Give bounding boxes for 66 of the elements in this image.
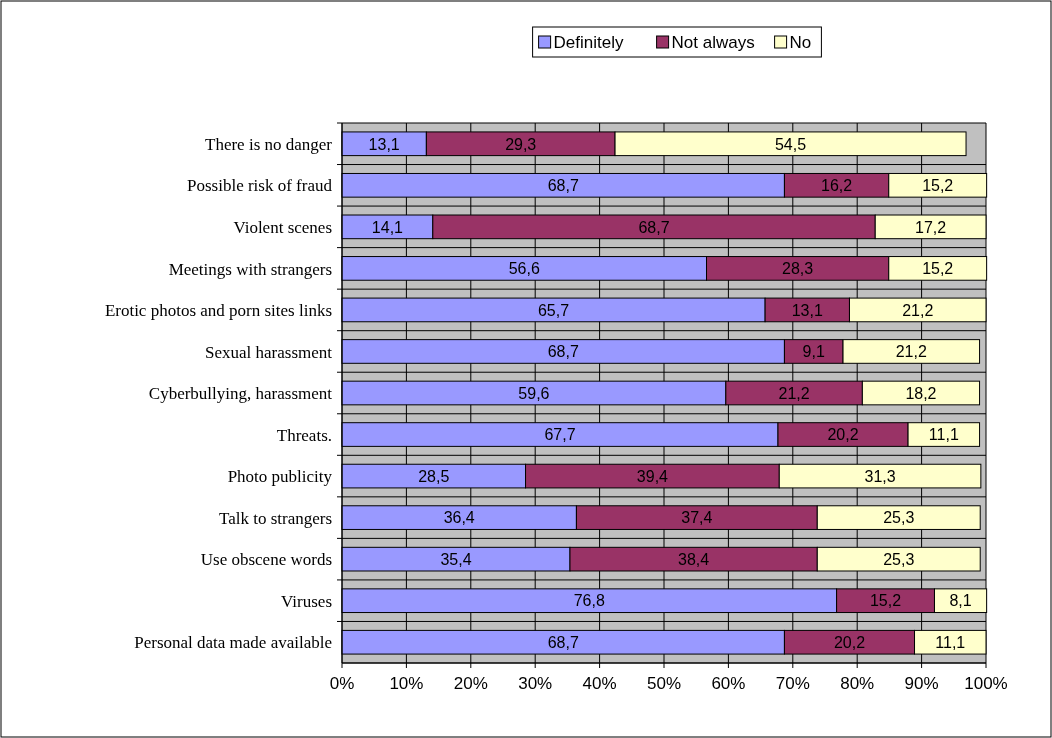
data-label: 68,7 (547, 177, 579, 195)
data-label: 13,1 (368, 135, 400, 153)
data-label: 37,4 (681, 509, 713, 527)
data-label: 11,1 (935, 633, 966, 651)
data-label: 9,1 (802, 343, 825, 361)
data-label: 21,2 (902, 301, 934, 319)
data-label: 59,6 (518, 384, 550, 402)
data-label: 35,4 (440, 550, 472, 568)
legend-label: Not always (671, 33, 755, 52)
y-tick-label: Sexual harassment (205, 342, 333, 362)
data-label: 76,8 (573, 592, 605, 610)
y-tick-label: Erotic photos and porn sites links (104, 301, 332, 321)
data-label: 54,5 (774, 135, 807, 153)
x-tick-label: 10% (389, 674, 424, 693)
y-tick-label: Threats. (276, 425, 332, 445)
data-label: 18,2 (905, 384, 937, 402)
data-label: 39,4 (636, 467, 669, 485)
x-tick-label: 0% (329, 674, 355, 693)
data-label: 25,3 (883, 550, 915, 568)
data-label: 20,2 (833, 633, 866, 651)
y-tick-label: Meetings with strangers (168, 259, 332, 279)
x-tick-label: 70% (775, 674, 810, 693)
data-label: 28,5 (418, 467, 450, 485)
data-label: 13,1 (791, 301, 823, 319)
data-label: 67,7 (544, 426, 576, 444)
data-label: 68,7 (547, 343, 579, 361)
data-label: 20,2 (827, 426, 859, 444)
data-label: 16,2 (821, 177, 853, 195)
data-label: 29,3 (505, 135, 537, 153)
x-tick-label: 50% (646, 674, 682, 693)
y-tick-label: Use obscene words (200, 550, 332, 570)
data-label: 15,2 (922, 177, 954, 195)
x-tick-label: 90% (904, 674, 939, 693)
x-tick-label: 30% (518, 674, 553, 693)
y-tick-label: Viruses (281, 591, 332, 611)
data-label: 36,4 (443, 509, 475, 527)
data-label: 11,1 (928, 426, 959, 444)
data-label: 68,7 (547, 633, 579, 651)
y-tick-label: Cyberbullying, harassment (148, 384, 333, 404)
data-label: 28,3 (782, 260, 814, 278)
y-tick-label: Personal data made available (134, 633, 332, 653)
data-label: 25,3 (883, 509, 915, 527)
legend-label: No (789, 33, 812, 52)
data-label: 15,2 (922, 260, 954, 278)
data-label: 56,6 (508, 260, 540, 278)
data-label: 65,7 (537, 301, 570, 319)
data-label: 21,2 (778, 384, 810, 402)
data-label: 38,4 (678, 550, 710, 568)
data-label: 8,1 (949, 592, 972, 610)
y-tick-label: There is no danger (205, 134, 333, 154)
y-tick-label: Talk to strangers (218, 508, 332, 528)
y-tick-label: Violent scenes (233, 217, 332, 237)
y-tick-label: Photo publicity (227, 467, 333, 487)
data-label: 68,7 (638, 218, 670, 236)
data-label: 31,3 (864, 467, 896, 485)
legend-label: Definitely (553, 33, 625, 52)
data-label: 21,2 (895, 343, 927, 361)
data-label: 17,2 (915, 218, 947, 236)
y-tick-label: Possible risk of fraud (187, 176, 333, 196)
x-tick-label: 100% (964, 674, 1008, 693)
x-tick-label: 40% (582, 674, 617, 693)
x-tick-label: 20% (453, 674, 488, 693)
x-tick-label: 80% (840, 674, 875, 693)
data-label: 15,2 (869, 592, 902, 610)
data-label: 14,1 (371, 218, 404, 236)
x-tick-label: 60% (711, 674, 746, 693)
